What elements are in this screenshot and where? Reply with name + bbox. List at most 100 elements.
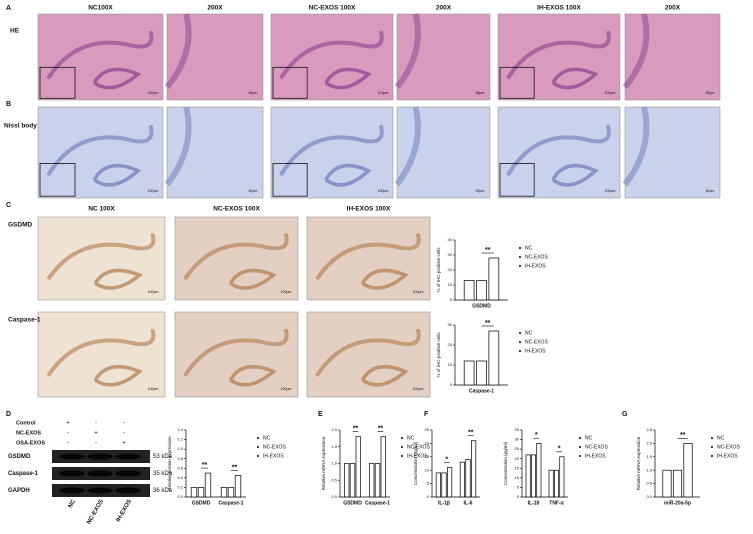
legend-marker — [519, 256, 521, 258]
legend-marker — [401, 437, 403, 439]
y-tick-label: 20 — [448, 267, 453, 272]
bar — [548, 469, 554, 498]
panel-letter: A — [6, 5, 11, 12]
y-tick-label: 40 — [448, 237, 453, 242]
tile-title: NC-EXOS 100X — [309, 5, 356, 12]
treatment-mark: - — [67, 441, 69, 447]
tile-title: NC100X — [88, 5, 113, 12]
micrograph-structure — [93, 268, 144, 290]
bar — [554, 469, 559, 498]
y-axis-label: Relative mRNA expression — [636, 436, 641, 490]
scale-bar-label: 100μm — [148, 387, 159, 391]
significance-label: ** — [485, 320, 491, 327]
bar — [343, 463, 350, 498]
blot-band — [115, 470, 141, 477]
bar — [355, 436, 362, 498]
y-tick-label: 20 — [515, 456, 520, 461]
x-tick-label: Caspase-1 — [218, 500, 243, 506]
y-tick-label: 0 — [517, 494, 520, 499]
row-label: HE — [10, 28, 20, 35]
bar — [459, 461, 465, 498]
band-size: 36 kDa — [153, 488, 173, 494]
micrograph-structure — [46, 124, 154, 177]
blot-band — [87, 453, 113, 460]
legend-marker — [257, 446, 259, 448]
legend-label: NC — [407, 435, 415, 441]
scale-bar-label: 100μm — [413, 290, 424, 294]
significance-label: ** — [232, 464, 238, 471]
x-tick-label: Caspase-1 — [469, 388, 494, 394]
significance-label: ** — [353, 426, 359, 433]
micrograph-structure — [324, 163, 372, 187]
legend-marker — [579, 437, 581, 439]
blot-band — [115, 453, 141, 460]
micrograph-structure — [622, 106, 650, 187]
legend-marker — [401, 446, 403, 448]
y-tick-label: 10 — [515, 475, 520, 480]
scale-bar-label: 100μm — [148, 91, 159, 95]
micrograph-structure — [551, 163, 599, 187]
lane-label: NC — [68, 498, 78, 509]
band-label: Caspase-1 — [8, 471, 39, 477]
y-tick-label: 0 — [450, 382, 453, 387]
y-tick-label: 30 — [448, 322, 453, 327]
y-tick-label: 10 — [425, 467, 430, 472]
y-axis-label: Concentration (pg/ml) — [413, 441, 418, 485]
legend-label: NC — [525, 245, 533, 251]
y-tick-label: 1.0 — [177, 446, 183, 451]
x-tick-label: IL-18 — [528, 500, 540, 506]
significance-label: ** — [202, 462, 208, 469]
legend-label: NC-EXOS — [263, 444, 286, 450]
scale-bar-label: 100μm — [148, 189, 159, 193]
y-tick-label: 5 — [427, 481, 430, 486]
panel-letter: D — [6, 411, 11, 418]
inset-box — [39, 163, 76, 197]
legend-marker — [519, 265, 521, 267]
micrograph-structure — [279, 30, 384, 80]
scale-bar-label: 100μm — [378, 189, 389, 193]
inset-box — [272, 163, 308, 197]
legend-marker — [519, 350, 521, 352]
scale-bar-label: 100μm — [413, 387, 424, 391]
scale-bar-label: 100μm — [605, 91, 616, 95]
treatment-mark: - — [67, 431, 69, 437]
y-tick-label: 5 — [517, 484, 520, 489]
legend-label: IH-EXOS — [525, 263, 546, 269]
bar — [476, 280, 487, 301]
scale-bar-label: 50μm — [706, 91, 715, 95]
scale-bar-label: 50μm — [706, 189, 715, 193]
bar — [465, 459, 471, 498]
legend-label: NC — [263, 435, 271, 441]
micrograph-structure — [622, 13, 650, 90]
y-tick-label: 15 — [515, 465, 520, 470]
bar — [488, 257, 500, 301]
bar — [531, 454, 536, 498]
blot-band — [87, 470, 113, 477]
scale-bar-label: 100μm — [378, 91, 389, 95]
x-tick-label: Caspase-1 — [365, 500, 390, 506]
bar — [197, 487, 205, 498]
y-tick-label: 0.5 — [331, 477, 337, 482]
significance-label: * — [535, 432, 538, 439]
blot-band — [59, 453, 85, 460]
tile-title: 200X — [207, 5, 223, 12]
bar — [227, 487, 235, 498]
y-tick-label: 1.4 — [177, 427, 183, 432]
y-tick-label: 0 — [450, 297, 453, 302]
bar — [471, 440, 477, 498]
band-size: 53 kDa — [153, 454, 173, 460]
tile-title: NC-EXOS 100X — [213, 206, 260, 213]
bar — [349, 463, 356, 498]
bar — [488, 330, 500, 386]
bar — [463, 280, 475, 301]
panel-letter: E — [318, 411, 323, 418]
bar — [559, 456, 565, 498]
panel-letter: B — [6, 101, 11, 108]
y-tick-label: 10 — [448, 282, 453, 287]
legend-label: NC-EXOS — [407, 444, 430, 450]
legend-label: NC — [525, 330, 533, 336]
legend-label: NC — [585, 435, 593, 441]
bar — [234, 475, 242, 498]
legend-label: NC-EXOS — [717, 444, 740, 450]
